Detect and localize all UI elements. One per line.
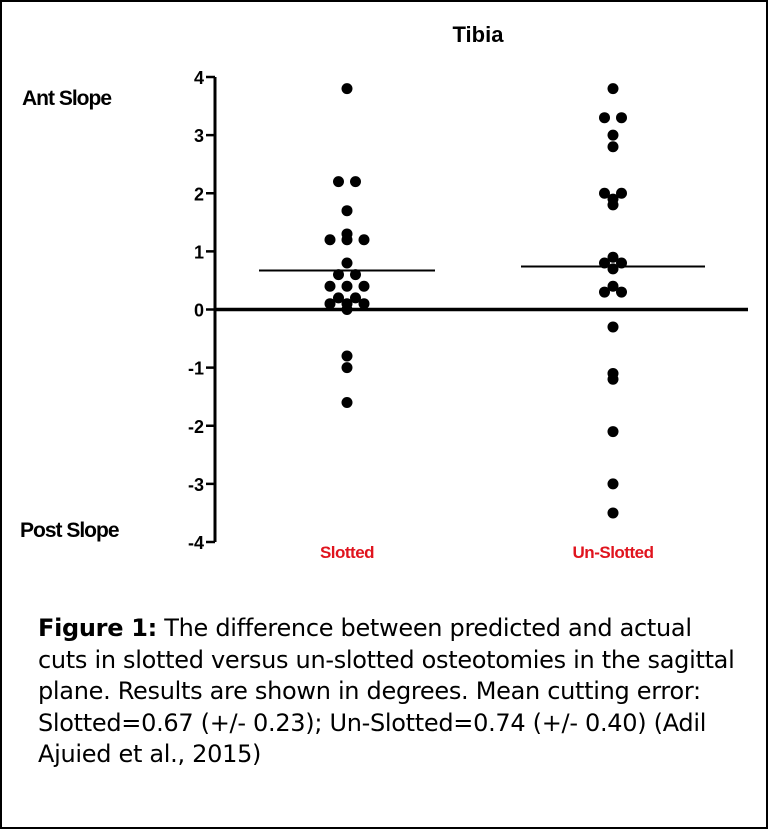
data-point [324,234,336,246]
data-point [358,280,370,292]
data-point [324,280,336,292]
figure-caption: Figure 1: The difference between predict… [38,613,738,771]
data-point [607,373,619,385]
data-point [607,83,619,95]
y-tick-label: 3 [194,126,204,146]
data-point [607,478,619,490]
data-point [607,263,619,275]
y-tick-label: -4 [188,533,204,553]
y-annotation-top: Ant Slope [22,87,111,110]
data-point [599,187,610,199]
data-point [341,362,353,374]
data-point [607,321,619,333]
data-point [607,507,619,519]
data-point [341,280,353,292]
data-point [341,205,353,217]
data-point [599,286,610,298]
data-point [350,176,361,188]
data-point [350,292,361,304]
scatter-chart: Tibia Ant Slope Post Slope 4 3 2 1 0 -1 -2 -3 -4… [20,22,748,562]
data-point [350,269,361,281]
y-tick-label: -3 [188,475,204,495]
data-point [607,129,619,141]
data-point [341,304,353,315]
data-point [607,199,619,211]
data-point [333,269,344,281]
data-point [616,286,627,298]
data-point [341,83,353,95]
axes: 4 3 2 1 0 -1 -2 -3 -4 Slotted Un-Slotted [188,68,748,562]
caption-text: The difference between predicted and act… [38,614,735,768]
x-category-label: Slotted [320,543,374,562]
data-point [616,187,627,199]
data-point [358,234,370,246]
data-point [341,257,353,269]
data-point [616,112,627,124]
data-point [341,397,353,408]
data-point [607,251,619,263]
data-point [607,280,619,292]
y-tick-label: 0 [194,301,204,321]
y-tick-label: -2 [188,417,204,437]
data-point [358,298,370,310]
y-annotation-bottom: Post Slope [20,519,119,542]
y-tick-label: 2 [194,184,204,204]
data-point [607,141,619,153]
y-tick-label: 4 [194,68,204,88]
data-point [607,426,619,438]
data-point [341,350,353,362]
data-point [333,292,344,304]
data-point [333,176,344,188]
caption-label: Figure 1: [38,614,157,642]
data-point [599,112,610,124]
y-tick-label: 1 [194,242,204,262]
data-point [341,234,353,246]
y-tick-label: -1 [188,359,204,379]
chart-title: Tibia [453,22,505,47]
data-point [324,298,336,310]
x-category-label: Un-Slotted [573,543,654,562]
data-marks [259,83,705,519]
